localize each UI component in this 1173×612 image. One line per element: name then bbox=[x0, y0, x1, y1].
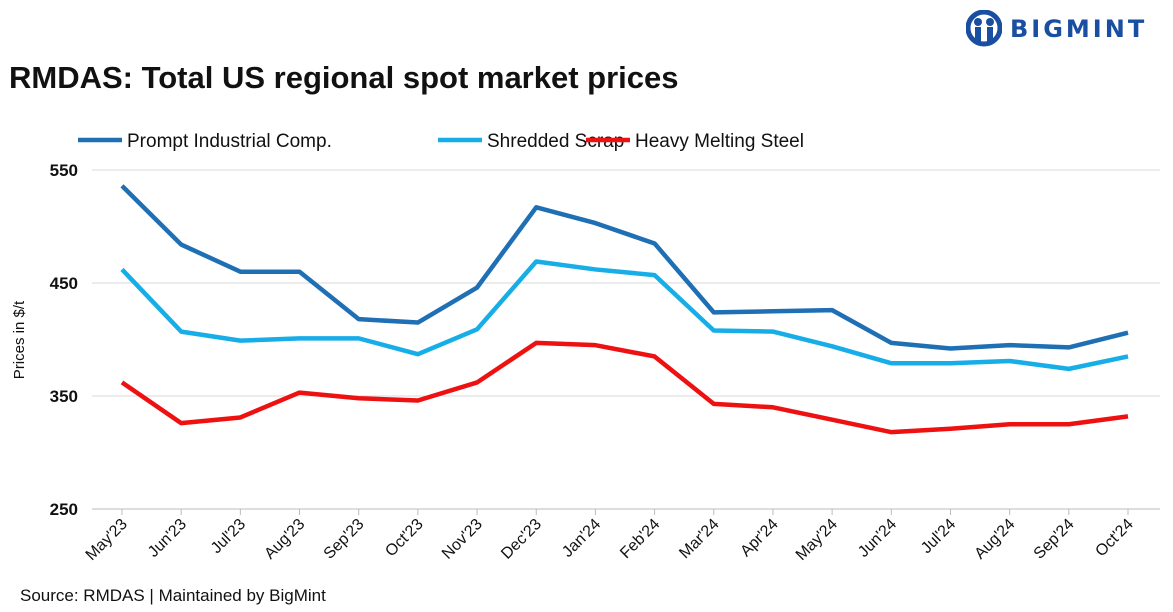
x-tick-label: Aug'23 bbox=[261, 516, 308, 563]
x-tick-label: Aug'24 bbox=[972, 516, 1019, 563]
chart-title: RMDAS: Total US regional spot market pri… bbox=[9, 60, 679, 95]
x-tick-label: Dec'23 bbox=[498, 516, 545, 563]
legend-label: Shredded Scrap bbox=[487, 131, 624, 152]
y-axis-label: Prices in $/t bbox=[11, 300, 28, 379]
x-tick-label: Sep'24 bbox=[1031, 516, 1078, 563]
x-tick-label: Nov'23 bbox=[439, 516, 486, 563]
x-tick-label: Jul'23 bbox=[208, 516, 249, 557]
y-tick-label: 450 bbox=[50, 274, 78, 293]
x-tick-label: Jun'24 bbox=[855, 516, 900, 561]
x-tick-label: Jan'24 bbox=[559, 516, 604, 561]
source-note: Source: RMDAS | Maintained by BigMint bbox=[20, 586, 326, 605]
x-tick-label: Jul'24 bbox=[918, 516, 959, 557]
bigmint-logo-text: BIGMINT bbox=[1010, 15, 1148, 43]
y-tick-label: 250 bbox=[50, 500, 78, 519]
legend-label: Heavy Melting Steel bbox=[635, 131, 804, 152]
x-tick-label: May'24 bbox=[793, 516, 841, 564]
x-tick-label: Jun'23 bbox=[145, 516, 190, 561]
x-tick-label: May'23 bbox=[83, 516, 131, 564]
bigmint-logo-icon bbox=[966, 10, 1002, 47]
x-tick-label: Apr'24 bbox=[737, 516, 781, 560]
series-line-2 bbox=[120, 340, 1129, 435]
x-tick-label: Oct'24 bbox=[1092, 516, 1136, 560]
x-tick-label: Mar'24 bbox=[676, 516, 722, 562]
x-tick-label: Oct'23 bbox=[382, 516, 426, 560]
series-line-1 bbox=[120, 259, 1129, 372]
series-line-0 bbox=[120, 184, 1129, 351]
legend-label: Prompt Industrial Comp. bbox=[127, 131, 332, 152]
y-tick-label: 350 bbox=[50, 387, 78, 406]
x-tick-label: Sep'23 bbox=[321, 516, 368, 563]
y-tick-label: 550 bbox=[50, 161, 78, 180]
bigmint-logo: BIGMINT bbox=[966, 10, 1147, 48]
x-tick-label: Feb'24 bbox=[617, 516, 663, 562]
